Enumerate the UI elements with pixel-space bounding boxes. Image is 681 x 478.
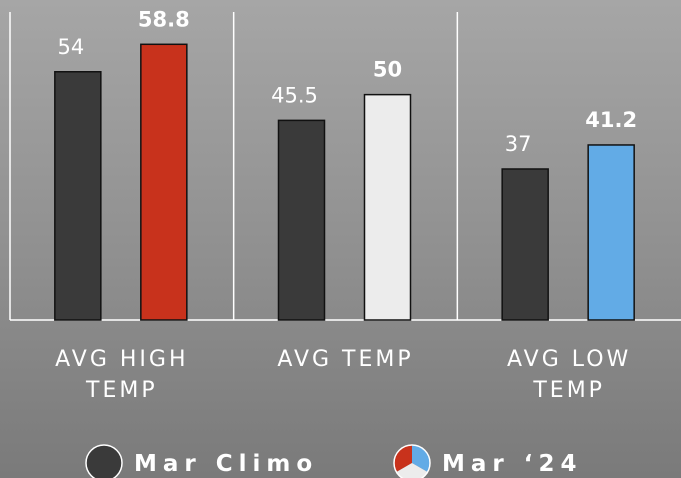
value-label-climo-0: 54 (57, 35, 84, 59)
value-label-climo-2: 37 (505, 132, 532, 156)
category-label-2: TEMP (532, 378, 605, 403)
legend-swatch-climo (85, 444, 123, 478)
legend-item-2024: Mar ‘24 (393, 444, 583, 478)
value-labels: 54 58.8 45.5 50 37 41.2 (57, 7, 637, 156)
category-label-1: AVG TEMP (277, 347, 413, 372)
value-label-climo-1: 45.5 (271, 83, 318, 107)
bar-2024-1 (363, 93, 412, 321)
bar-climo-0 (54, 71, 102, 321)
bar-2024-0 (140, 43, 188, 321)
legend-swatch-2024 (393, 444, 431, 478)
category-label-0: AVG HIGH (55, 347, 188, 372)
legend-swatch-white-sector (396, 463, 428, 478)
value-label-2024-2: 41.2 (585, 108, 637, 132)
legend-label-climo: Mar Climo (134, 451, 318, 477)
legend: Mar Climo Mar ‘24 (85, 444, 583, 478)
value-label-2024-1: 50 (373, 58, 402, 82)
bar-2024-2 (587, 144, 635, 321)
legend-item-climo: Mar Climo (85, 444, 318, 478)
bars (54, 43, 635, 321)
legend-label-2024: Mar ‘24 (442, 451, 583, 477)
category-label-0: TEMP (85, 378, 158, 403)
bar-climo-2 (501, 168, 549, 321)
category-labels: AVG HIGH TEMP AVG TEMP AVG LOW TEMP (55, 347, 631, 403)
value-label-2024-0: 58.8 (138, 7, 190, 31)
category-label-2: AVG LOW (507, 347, 631, 372)
plot-frame (9, 12, 681, 321)
bar-climo-1 (277, 119, 326, 321)
